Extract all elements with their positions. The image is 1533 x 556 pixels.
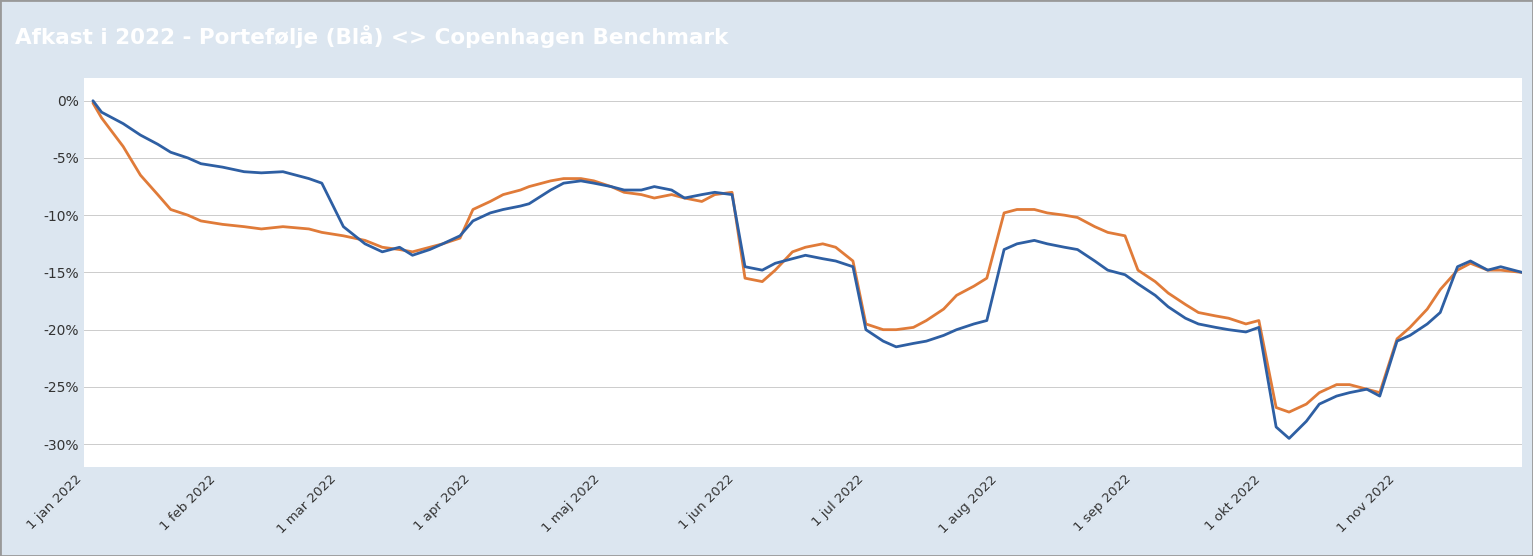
Text: Afkast i 2022 - Portefølje (Blå) <> Copenhagen Benchmark: Afkast i 2022 - Portefølje (Blå) <> Cope… xyxy=(15,25,728,48)
